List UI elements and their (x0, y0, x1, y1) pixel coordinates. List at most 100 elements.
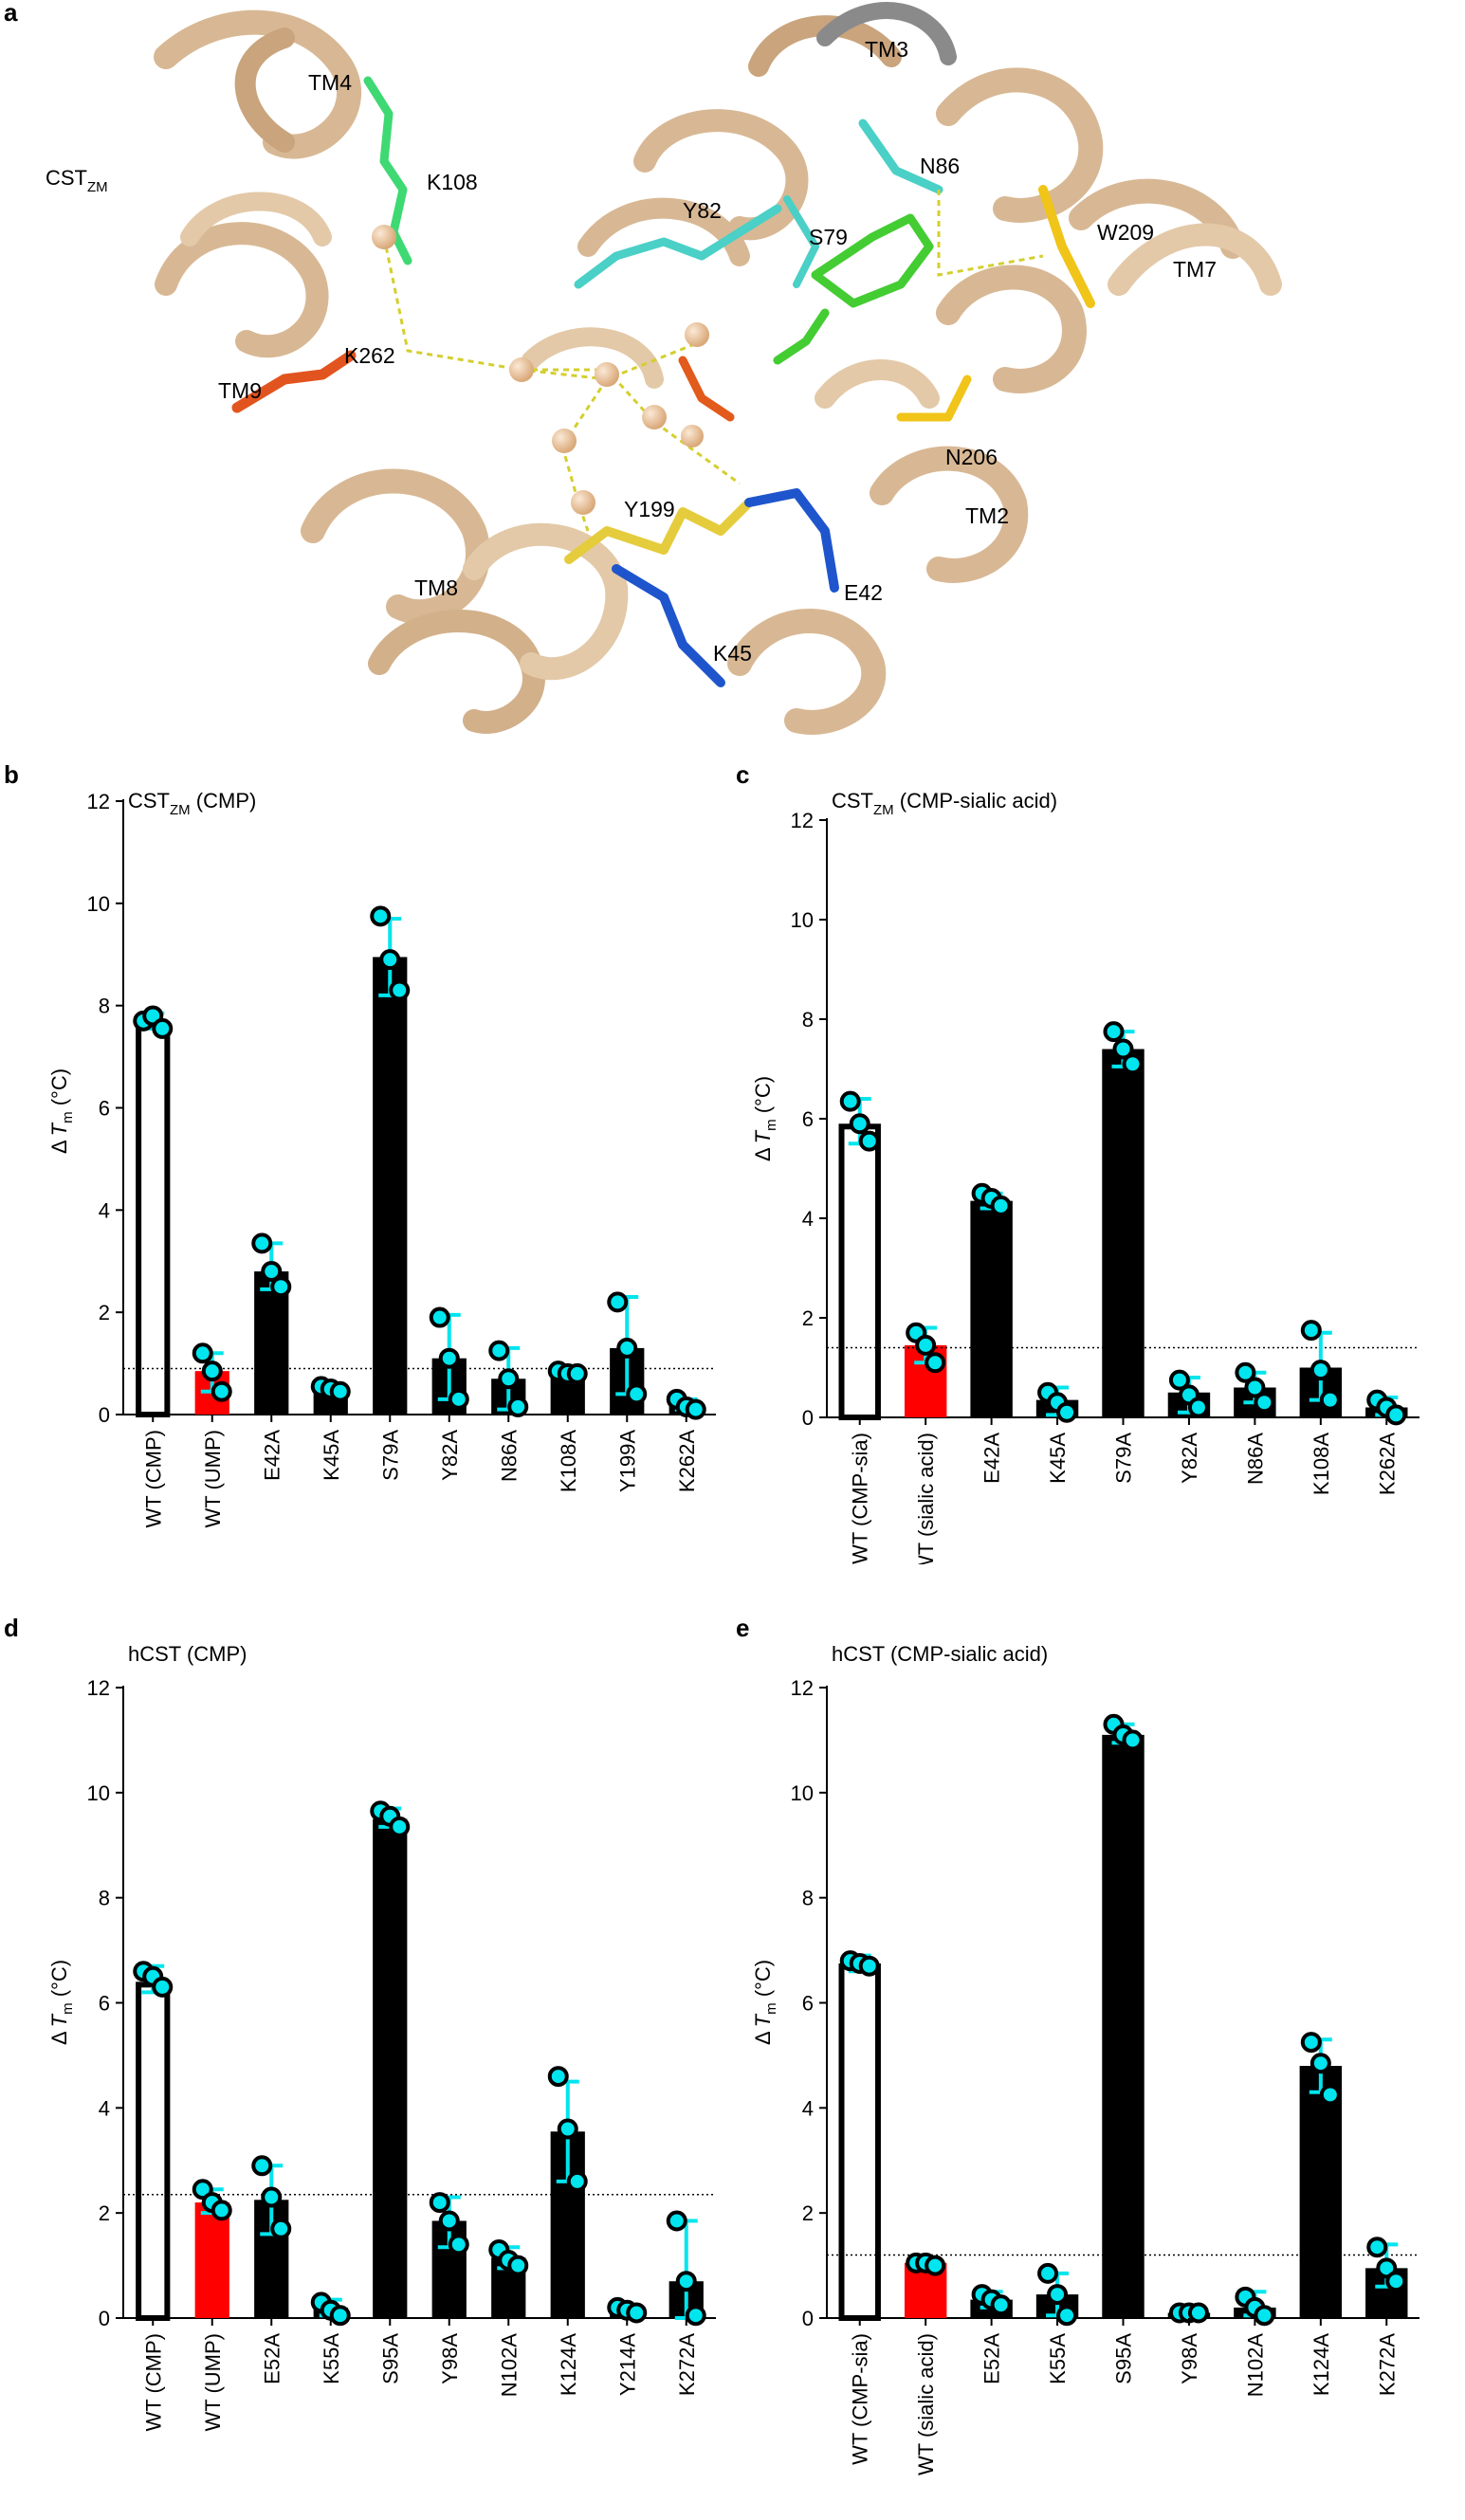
panel-letter: d (4, 1614, 19, 1642)
bar (373, 957, 408, 1415)
data-point (1187, 2302, 1209, 2324)
label-w209: W209 (1097, 220, 1154, 245)
data-point (1122, 1729, 1144, 1751)
data-point (1103, 1021, 1125, 1043)
x-tick-label: E52A (980, 2333, 1004, 2384)
x-tick-label: N102A (1243, 2333, 1267, 2398)
data-point (1309, 2053, 1331, 2074)
x-tick-label: K262A (675, 1430, 699, 1492)
y-tick-label: 6 (99, 1992, 110, 2016)
bar (373, 1818, 408, 2318)
label-tm9: TM9 (218, 378, 262, 403)
data-point (675, 2271, 697, 2292)
label-n86: N86 (920, 154, 960, 178)
x-tick-label: K272A (675, 2333, 699, 2396)
label-s79: S79 (809, 225, 848, 249)
structure-panel: a CSTZM TM4 K108 TM3 N86 Y82 S79 W209 TM… (4, 0, 1282, 735)
data-point (488, 1340, 510, 1361)
y-tick-label: 12 (791, 1676, 814, 1700)
data-point (607, 1291, 629, 1313)
data-point (429, 1306, 450, 1328)
x-tick-label: S95A (1112, 2333, 1136, 2384)
data-point (429, 2192, 450, 2214)
y-tick-label: 4 (99, 2096, 110, 2120)
data-point (379, 949, 401, 971)
y-axis-label: ΔTm (°C) (47, 1960, 76, 2045)
label-k262: K262 (344, 343, 395, 368)
data-point (849, 1113, 870, 1135)
chart-title: hCST (CMP) (128, 1642, 247, 1666)
bar (838, 1963, 881, 2321)
y-tick-label: 0 (99, 1403, 110, 1427)
label-tm3: TM3 (865, 37, 908, 62)
data-point (1385, 1404, 1407, 1426)
x-tick-label: WT (CMP) (141, 1430, 165, 1527)
y-tick-label: 0 (99, 2307, 110, 2330)
x-tick-label: E42A (980, 1433, 1004, 1484)
data-point (1168, 1369, 1190, 1391)
data-point (1037, 2262, 1059, 2284)
y-tick-label: 8 (802, 1887, 814, 1910)
y-tick-label: 2 (802, 2201, 814, 2225)
x-tick-label: S79A (1112, 1433, 1136, 1484)
bar (194, 2202, 229, 2318)
data-point (1300, 2032, 1322, 2054)
bar (1102, 1049, 1145, 1417)
data-point (1300, 1320, 1322, 1342)
data-point (211, 1380, 232, 1402)
y-tick-label: 2 (99, 2201, 110, 2225)
data-point (1122, 1053, 1144, 1075)
data-point (152, 1017, 174, 1039)
data-point (925, 1352, 946, 1374)
y-axis-label: ΔTm (°C) (47, 1068, 76, 1154)
data-point (270, 1276, 292, 1298)
data-point (389, 1816, 411, 1837)
label-y82: Y82 (683, 198, 722, 223)
chart-title: CSTZM (CMP) (128, 789, 256, 818)
y-tick-label: 10 (791, 908, 814, 932)
x-tick-label: N102A (497, 2333, 521, 2398)
label-tm2: TM2 (965, 503, 1009, 528)
label-tm4: TM4 (308, 70, 352, 95)
water-spheres (372, 225, 709, 515)
residue-labels: TM4 K108 TM3 N86 Y82 S79 W209 TM7 K262 T… (218, 37, 1217, 666)
chart-panel-e: e hCST (CMP-sialic acid) 0 2 4 6 8 10 12 ΔTm (°C)… (732, 1612, 1465, 2515)
y-axis-label: ΔTm (°C) (751, 1076, 779, 1161)
x-tick-label: S95A (378, 2333, 402, 2384)
y-tick-label: 0 (802, 2307, 814, 2330)
data-point (858, 1955, 880, 1977)
panel-letter: b (4, 760, 19, 789)
x-tick-label: Y82A (1178, 1433, 1201, 1484)
y-tick-label: 12 (791, 809, 814, 832)
y-tick-label: 4 (99, 1198, 110, 1222)
data-point (448, 2234, 469, 2255)
protein-label: CSTZM (46, 166, 108, 195)
x-tick-label: WT (CMP-sia) (849, 2333, 872, 2465)
data-point (1112, 1038, 1134, 1060)
data-point (152, 1976, 174, 1998)
data-point (990, 1195, 1012, 1216)
data-point (261, 1261, 283, 1283)
y-tick-label: 10 (791, 1781, 814, 1805)
data-point (498, 1368, 520, 1390)
y-tick-label: 0 (802, 1406, 814, 1430)
data-point (507, 1396, 529, 1417)
x-tick-label: S79A (378, 1430, 402, 1481)
x-tick-label: E52A (260, 2333, 284, 2384)
x-tick-label: K55A (320, 2333, 343, 2384)
chart-panel-b: b CSTZM (CMP) 0 2 4 6 8 10 12 ΔTm (°C) WT (CMP) WT … (0, 758, 732, 1564)
data-point (1235, 1361, 1256, 1383)
data-point (1385, 2271, 1407, 2292)
chart-title: hCST (CMP-sialic acid) (832, 1642, 1048, 1666)
data-point (329, 1380, 351, 1402)
label-tm7: TM7 (1173, 257, 1217, 282)
x-tick-label: K45A (1046, 1433, 1070, 1484)
data-point (566, 1362, 588, 1384)
x-tick-label: WT (sialic acid) (914, 2333, 938, 2475)
bar (136, 1023, 171, 1417)
chart-panel-d: d hCST (CMP) 0 2 4 6 8 10 12 ΔTm (°C) WT (CMP) WT (… (0, 1612, 732, 2515)
y-tick-label: 10 (87, 1781, 110, 1805)
x-tick-label: WT (CMP-sia) (849, 1433, 872, 1564)
x-tick-label: K45A (320, 1430, 343, 1481)
bar (1102, 1734, 1145, 2318)
